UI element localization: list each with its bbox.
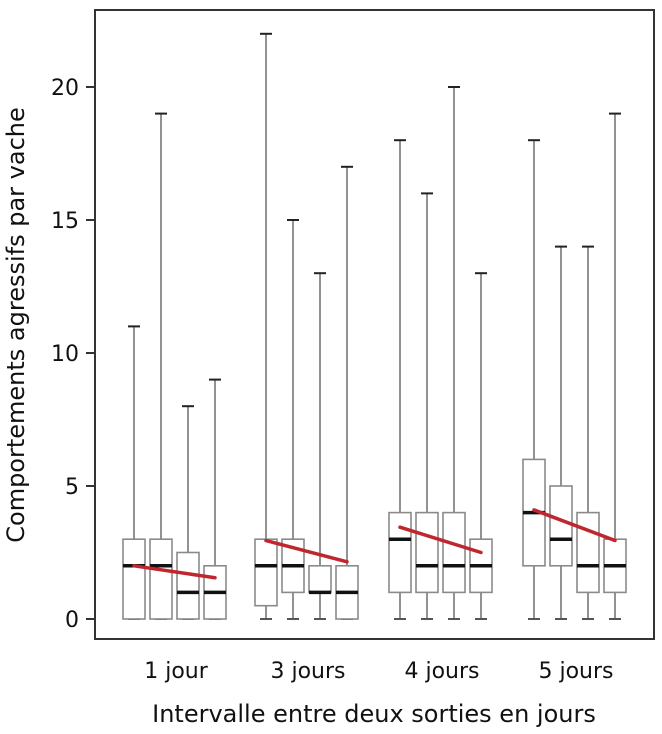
box-series bbox=[122, 32, 627, 620]
x-axis-tick-labels: 1 jour 3 jours 4 jours 5 jours bbox=[144, 659, 613, 684]
box-3-4 bbox=[469, 272, 493, 620]
box-2-1 bbox=[254, 32, 278, 620]
y-axis-ticks bbox=[86, 86, 95, 620]
box-2-3 bbox=[308, 272, 332, 620]
iqr-box bbox=[388, 511, 412, 594]
plot-frame bbox=[94, 9, 655, 640]
trend-lines bbox=[132, 508, 617, 580]
box-4-4 bbox=[603, 112, 627, 620]
box-2-4 bbox=[335, 165, 359, 620]
iqr-box bbox=[254, 538, 278, 607]
y-tick-label: 10 bbox=[51, 342, 79, 367]
box-3-2 bbox=[415, 192, 439, 620]
trend-line-3 bbox=[398, 525, 483, 555]
y-tick-label: 5 bbox=[65, 475, 79, 500]
trend-line-2 bbox=[264, 538, 349, 564]
box-1-4 bbox=[203, 378, 227, 620]
iqr-box bbox=[576, 511, 600, 594]
trend-line-1 bbox=[132, 564, 217, 580]
x-tick-label: 5 jours bbox=[538, 659, 613, 684]
iqr-box bbox=[442, 511, 466, 594]
box-1-3 bbox=[176, 405, 200, 620]
box-3-1 bbox=[388, 139, 412, 620]
iqr-box bbox=[308, 564, 332, 594]
y-axis-label: Comportements agressifs par vache bbox=[2, 107, 30, 543]
box-4-1 bbox=[522, 139, 546, 620]
iqr-box bbox=[176, 551, 200, 620]
y-axis-tick-labels: 0 5 10 15 20 bbox=[51, 76, 79, 633]
trend-line-4 bbox=[532, 508, 617, 543]
iqr-box bbox=[122, 538, 146, 620]
y-tick-label: 15 bbox=[51, 209, 79, 234]
x-tick-label: 3 jours bbox=[270, 659, 345, 684]
box-1-2 bbox=[149, 112, 173, 620]
y-tick-label: 20 bbox=[51, 76, 79, 101]
box-4-3 bbox=[576, 245, 600, 620]
box-2-2 bbox=[281, 219, 305, 620]
iqr-box bbox=[415, 511, 439, 594]
box-4-2 bbox=[549, 245, 573, 620]
iqr-box bbox=[149, 538, 173, 620]
iqr-box bbox=[549, 485, 573, 567]
box-3-3 bbox=[442, 86, 466, 620]
x-axis-label: Intervalle entre deux sorties en jours bbox=[152, 700, 596, 728]
box-1-1 bbox=[122, 325, 146, 620]
x-tick-label: 4 jours bbox=[404, 659, 479, 684]
y-tick-label: 0 bbox=[65, 608, 79, 633]
x-tick-label: 1 jour bbox=[144, 659, 209, 684]
